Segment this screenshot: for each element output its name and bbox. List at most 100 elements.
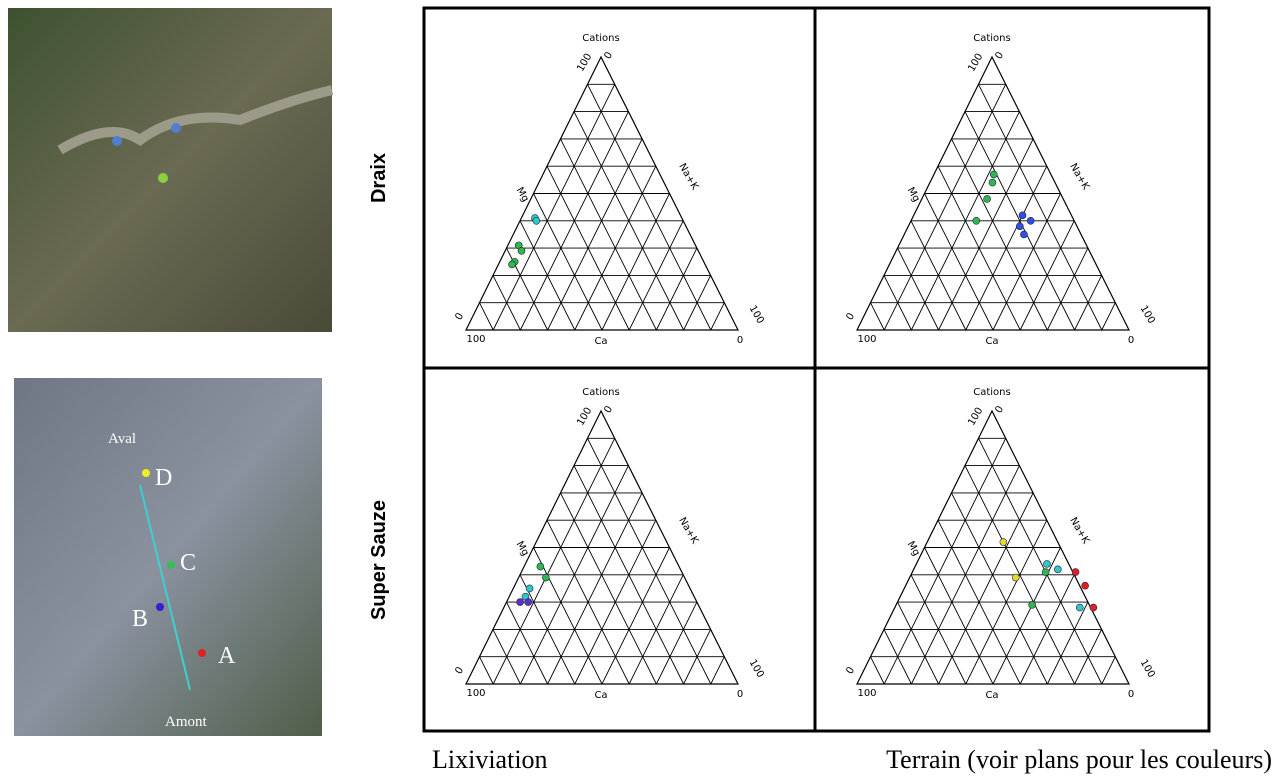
site-dot (156, 603, 164, 611)
row-label: Draix (368, 153, 390, 203)
ternary-label: 0 (602, 50, 615, 61)
figure: Aval D C B A Amont Draix Super Sauze Lix… (0, 0, 1275, 778)
site-dot (198, 649, 206, 657)
ternary-label: Mg (514, 540, 531, 558)
map-label: C (180, 550, 196, 576)
site-dot (112, 136, 122, 146)
ternary-grid-line (979, 84, 1102, 330)
map-label: Aval (108, 431, 136, 447)
column-label: Lixiviation (432, 745, 548, 774)
ternary-grid-line (952, 493, 1048, 684)
ternary-grid-line (588, 438, 711, 684)
ternary-grid-line (884, 84, 1006, 330)
row-label: Super Sauze (368, 500, 390, 620)
ternary-label: Na+K (676, 516, 700, 547)
ternary-grid-line (898, 602, 939, 684)
ternary-label: Mg (514, 186, 531, 204)
site-dot (142, 469, 150, 477)
data-point (1012, 574, 1019, 581)
map-label: Amont (165, 714, 208, 730)
ternary-label: Na+K (1067, 516, 1091, 547)
data-point (526, 585, 533, 592)
data-point (537, 563, 544, 570)
data-point (525, 599, 532, 606)
ternary-grid-line (480, 657, 494, 684)
page: Aval D C B A Amont Draix Super Sauze Lix… (0, 0, 1275, 778)
ternary-grid-line (1102, 303, 1116, 330)
ternary-grid-line (480, 303, 494, 330)
ternary-label: 100 (857, 688, 876, 699)
ternary-label: 100 (966, 406, 985, 428)
ternary-label: 100 (575, 52, 594, 74)
ternary-grid-line (493, 84, 615, 330)
data-point (973, 217, 980, 224)
data-point (1072, 569, 1079, 576)
ternary-label: 0 (737, 689, 743, 700)
site-dot (171, 123, 181, 133)
ternary-label: 100 (575, 406, 594, 428)
ternary-grid-line (1047, 602, 1088, 684)
ternary-label: Ca (594, 336, 607, 347)
ternary-grid-line (871, 303, 885, 330)
ternary-grid-line (925, 548, 994, 685)
ternary-label: Cations (973, 33, 1010, 44)
ternary-label: 0 (844, 665, 857, 676)
ternary-label: Cations (973, 387, 1010, 398)
ternary-label: Na+K (676, 162, 700, 193)
ternary-label: 0 (453, 311, 466, 322)
ternary-grid-line (1047, 248, 1088, 330)
ternary-grid-line (561, 493, 657, 684)
data-point (1076, 604, 1083, 611)
ternary-label: 100 (966, 52, 985, 74)
data-point (1020, 231, 1027, 238)
data-point (1019, 212, 1026, 219)
ternary-grid-line (898, 248, 939, 330)
ternary-grid-line (884, 438, 1006, 684)
data-point (984, 195, 991, 202)
ternary-label: 0 (602, 404, 615, 415)
ternary-label: 100 (857, 334, 876, 345)
data-point (1027, 217, 1034, 224)
ternary-grid-line (507, 602, 548, 684)
ternary-grid-line (548, 493, 643, 684)
data-point (1029, 601, 1036, 608)
ternary-grid-line (656, 248, 697, 330)
data-point (1082, 582, 1089, 589)
data-point (1043, 560, 1050, 567)
ternary-grid-line (871, 657, 885, 684)
ternary-label: 100 (747, 304, 766, 326)
data-point (533, 217, 540, 224)
ternary-grid-line (493, 438, 615, 684)
ternary-grid-line (656, 602, 697, 684)
aerial-photo-draix (8, 8, 332, 332)
ternary-grid-line (548, 139, 643, 330)
map-label: D (155, 465, 172, 491)
data-point (1054, 566, 1061, 573)
ternary-label: Na+K (1067, 162, 1091, 193)
site-dot (158, 173, 168, 183)
ternary-grid-line (993, 194, 1061, 331)
data-point (542, 574, 549, 581)
map-label: B (132, 606, 148, 632)
ternary-label: 0 (737, 335, 743, 346)
ternary-label: Ca (594, 690, 607, 701)
column-label: Terrain (voir plans pour les couleurs) (886, 745, 1272, 774)
ternary-grid-line (939, 493, 1034, 684)
site-dot (167, 561, 175, 569)
data-point (517, 599, 524, 606)
ternary-grid-line (939, 139, 1034, 330)
ternary-label: Mg (905, 186, 922, 204)
ternary-grid-line (602, 548, 670, 685)
ternary-label: Ca (985, 690, 998, 701)
ternary-label: 100 (1138, 304, 1157, 326)
ternary-label: Mg (905, 540, 922, 558)
ternary-label: 0 (1128, 335, 1134, 346)
ternary-grid-line (602, 194, 670, 331)
ternary-label: 0 (453, 665, 466, 676)
data-point (518, 247, 525, 254)
ternary-label: 100 (1138, 658, 1157, 680)
data-point (990, 171, 997, 178)
ternary-label: 0 (844, 311, 857, 322)
data-point (989, 179, 996, 186)
ternary-label: 0 (993, 404, 1006, 415)
